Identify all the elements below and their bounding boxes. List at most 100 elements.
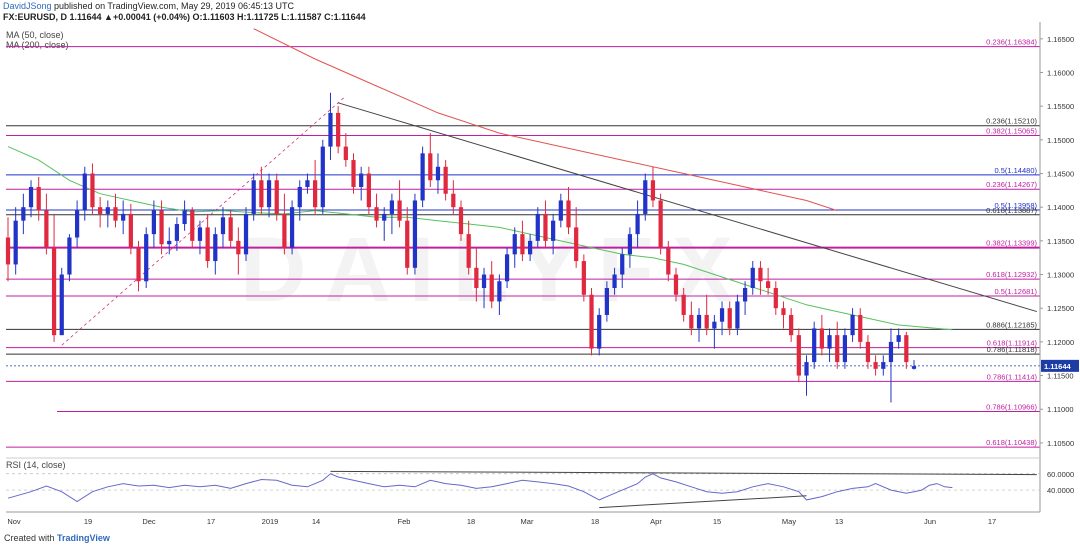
candle-body bbox=[888, 341, 894, 363]
candle-body bbox=[435, 166, 441, 181]
fib-level-label: 0.236(1.14267) bbox=[986, 180, 1037, 189]
candle-body bbox=[113, 207, 118, 221]
candle-body bbox=[727, 308, 732, 329]
candle-body bbox=[121, 213, 126, 221]
candle-body bbox=[82, 173, 87, 211]
candle-body bbox=[581, 261, 586, 295]
time-tick-label: Jun bbox=[924, 517, 936, 526]
rsi-tick-label: 40.0000 bbox=[1047, 486, 1074, 495]
candle-body bbox=[266, 180, 272, 208]
candle-body bbox=[781, 308, 786, 315]
candle-body bbox=[98, 207, 103, 214]
price-tick-label: 1.15000 bbox=[1047, 136, 1074, 145]
candle-body bbox=[451, 193, 456, 208]
candle-body bbox=[289, 207, 295, 248]
candle-body bbox=[328, 112, 333, 147]
rsi-legend[interactable]: RSI (14, close) bbox=[6, 460, 66, 470]
fib-level-label: 0.5(1.13958) bbox=[994, 201, 1037, 210]
candle-body bbox=[819, 328, 824, 349]
candle-body bbox=[412, 200, 418, 268]
candle-body bbox=[305, 180, 310, 187]
fib-level-label: 0.5(1.12681) bbox=[994, 287, 1037, 296]
candle-body bbox=[159, 210, 164, 245]
candle-body bbox=[213, 234, 218, 262]
candle-body bbox=[28, 186, 34, 208]
trend-lines bbox=[61, 95, 1037, 346]
fib-level-label: 0.886(1.12185) bbox=[986, 320, 1037, 329]
price-tick-label: 1.12500 bbox=[1047, 304, 1074, 313]
time-axis: Nov 19 Dec 17 2019 14 Feb 18 Mar 18 Apr 15 May 13 Jun 1… bbox=[6, 511, 1040, 526]
price-tick-label: 1.16000 bbox=[1047, 69, 1074, 78]
rsi-support-line bbox=[599, 495, 807, 509]
time-tick-label: 18 bbox=[467, 517, 475, 526]
candle-body bbox=[835, 335, 840, 363]
time-tick-label: Nov bbox=[7, 517, 21, 526]
candle-body bbox=[197, 227, 203, 241]
fib-level-label: 0.382(1.15065) bbox=[986, 126, 1037, 135]
time-tick-label: 19 bbox=[84, 517, 92, 526]
candle-body bbox=[382, 213, 387, 221]
candle-body bbox=[804, 362, 809, 376]
candle-body bbox=[789, 314, 794, 336]
candle-body bbox=[151, 210, 156, 235]
candle-body bbox=[858, 314, 863, 342]
candle-body bbox=[827, 335, 832, 349]
candle-body bbox=[666, 247, 671, 275]
candle-body bbox=[243, 213, 249, 255]
candle-body bbox=[36, 186, 41, 211]
candles bbox=[5, 92, 917, 403]
price-tick-label: 1.16500 bbox=[1047, 35, 1074, 44]
candle-body bbox=[635, 213, 640, 235]
time-tick-label: Mar bbox=[521, 517, 534, 526]
candle-body bbox=[896, 335, 901, 342]
rsi-tick-label: 60.0000 bbox=[1047, 470, 1074, 479]
candle-body bbox=[681, 294, 686, 315]
candle-body bbox=[144, 234, 149, 282]
candle-body bbox=[527, 240, 533, 255]
candle-body bbox=[428, 153, 433, 181]
fib-level-label: 0.786(1.10966) bbox=[986, 403, 1037, 412]
candle-body bbox=[5, 237, 11, 265]
ma50-legend[interactable]: MA (50, close) bbox=[6, 30, 64, 40]
time-tick-label: 17 bbox=[988, 517, 996, 526]
ma50-line bbox=[7, 146, 953, 331]
fib-levels: 0.236(1.16384) 0.236(1.15210)0.382(1.1506… bbox=[6, 38, 1040, 448]
candle-body bbox=[865, 341, 871, 363]
fib-level-label: 0.618(1.11914) bbox=[987, 339, 1038, 348]
candle-body bbox=[51, 247, 57, 336]
moving-averages bbox=[7, 28, 953, 331]
created-with-text: Created with bbox=[4, 533, 55, 543]
candle-body bbox=[220, 217, 226, 235]
candle-body bbox=[696, 314, 702, 329]
candle-body bbox=[13, 220, 18, 265]
candle-body bbox=[320, 146, 325, 208]
rsi-line bbox=[7, 473, 953, 503]
candle-body bbox=[796, 335, 801, 376]
candle-body bbox=[712, 321, 717, 329]
fib-level-label: 0.786(1.11414) bbox=[987, 372, 1038, 381]
candle-body bbox=[704, 314, 709, 329]
rsi-resistance-line bbox=[330, 470, 1037, 476]
fib-level-label: 0.618(1.12932) bbox=[986, 270, 1037, 279]
candle-body bbox=[366, 173, 371, 208]
candle-body bbox=[90, 173, 95, 208]
time-tick-label: Feb bbox=[398, 517, 411, 526]
candle-body bbox=[689, 314, 694, 329]
candle-body bbox=[274, 180, 279, 214]
candle-body bbox=[59, 274, 64, 336]
price-tick-label: 1.15500 bbox=[1047, 102, 1074, 111]
candle-body bbox=[67, 237, 72, 275]
candle-body bbox=[735, 301, 740, 329]
ma200-legend[interactable]: MA (200, close) bbox=[6, 40, 69, 50]
ma200-line bbox=[253, 28, 838, 212]
price-tick-label: 1.10500 bbox=[1047, 439, 1074, 448]
candle-body bbox=[658, 200, 663, 248]
candle-body bbox=[190, 210, 195, 241]
author-link[interactable]: DavidJSong bbox=[3, 1, 52, 11]
tradingview-logo[interactable]: TradingView bbox=[57, 533, 110, 543]
candle-body bbox=[904, 335, 909, 363]
time-tick-label: 17 bbox=[207, 517, 215, 526]
time-tick-label: 15 bbox=[713, 517, 721, 526]
